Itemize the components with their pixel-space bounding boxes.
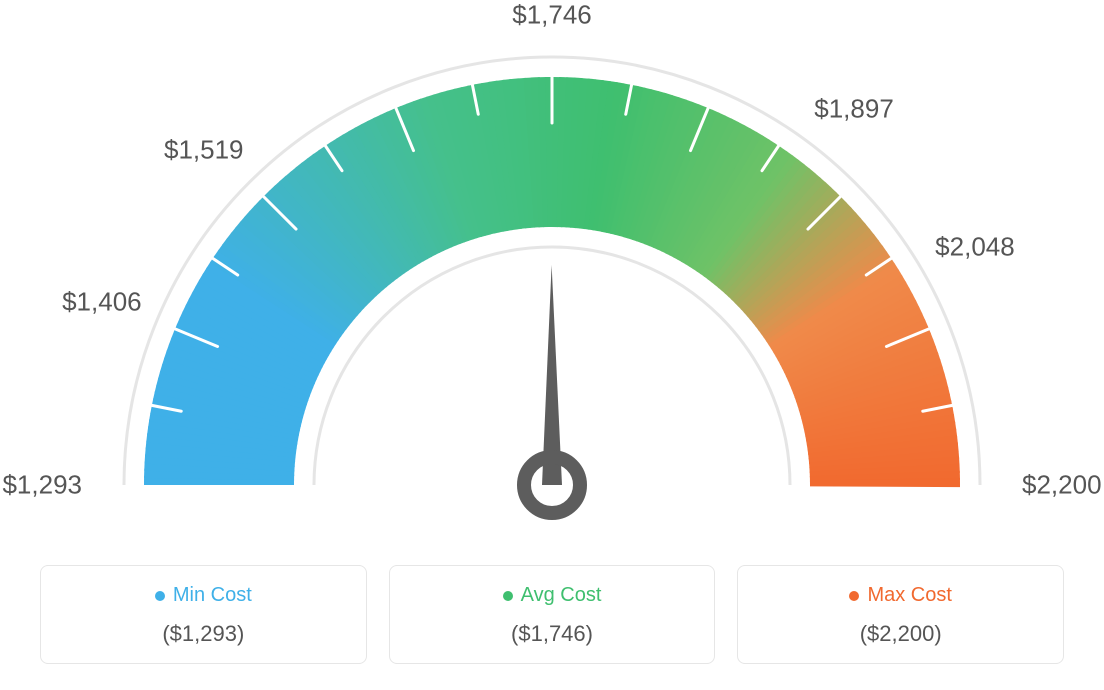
legend-title-min: Min Cost xyxy=(51,584,356,607)
gauge-tick-label: $1,406 xyxy=(62,287,142,318)
legend-value-min: ($1,293) xyxy=(51,621,356,647)
legend-row: Min Cost ($1,293) Avg Cost ($1,746) Max … xyxy=(40,565,1064,664)
legend-card-avg: Avg Cost ($1,746) xyxy=(389,565,716,664)
legend-card-min: Min Cost ($1,293) xyxy=(40,565,367,664)
legend-dot-min xyxy=(155,591,165,601)
legend-card-max: Max Cost ($2,200) xyxy=(737,565,1064,664)
legend-title-avg: Avg Cost xyxy=(400,584,705,607)
gauge-tick-label: $1,746 xyxy=(512,0,592,31)
gauge-tick-label: $2,048 xyxy=(935,231,1015,262)
gauge-tick-label: $1,293 xyxy=(2,470,82,501)
gauge-tick-label: $1,519 xyxy=(164,134,244,165)
gauge-chart: $1,293 $1,406 $1,519 $1,746 $1,897 $2,048 $2,2… xyxy=(0,0,1104,540)
gauge-tick-label: $2,200 xyxy=(1022,470,1102,501)
cost-gauge-widget: $1,293 $1,406 $1,519 $1,746 $1,897 $2,048 $2,2… xyxy=(0,0,1104,690)
legend-label-min: Min Cost xyxy=(173,584,252,607)
legend-value-avg: ($1,746) xyxy=(400,621,705,647)
legend-dot-avg xyxy=(503,591,513,601)
gauge-tick-label: $1,897 xyxy=(814,94,894,125)
legend-title-max: Max Cost xyxy=(748,584,1053,607)
legend-label-max: Max Cost xyxy=(867,584,951,607)
legend-dot-max xyxy=(849,591,859,601)
legend-value-max: ($2,200) xyxy=(748,621,1053,647)
legend-label-avg: Avg Cost xyxy=(521,584,602,607)
gauge-svg xyxy=(0,0,1104,540)
